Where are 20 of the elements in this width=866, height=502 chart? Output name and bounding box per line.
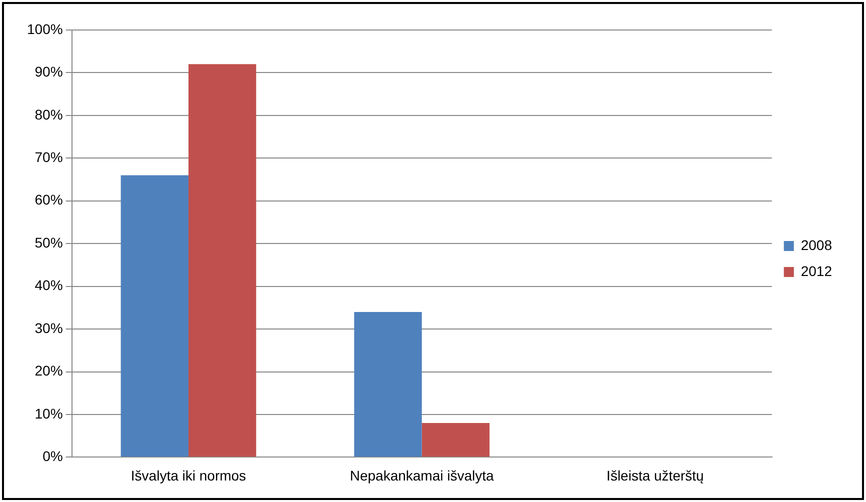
x-tick-label: Išvalyta iki normos — [130, 467, 246, 484]
bar — [188, 64, 256, 457]
y-tick-label: 10% — [34, 405, 63, 422]
bar — [120, 175, 188, 457]
y-tick-label: 40% — [34, 277, 63, 294]
legend-label: 2008 — [800, 236, 832, 253]
x-tick-label: Išleista užterštų — [606, 467, 704, 484]
y-tick-label: 80% — [34, 106, 63, 122]
y-tick-label: 0% — [42, 448, 63, 464]
x-tick-label: Nepakankamai išvalyta — [350, 467, 494, 484]
legend-label: 2012 — [800, 262, 832, 279]
y-tick-label: 100% — [26, 20, 63, 37]
bar — [422, 423, 490, 457]
y-tick-label: 70% — [34, 149, 63, 166]
y-tick-label: 90% — [34, 64, 63, 80]
bar — [354, 312, 422, 457]
y-tick-label: 50% — [34, 234, 63, 250]
y-tick-label: 60% — [34, 192, 63, 208]
y-tick-label: 20% — [34, 362, 63, 379]
y-tick-label: 30% — [34, 320, 63, 336]
